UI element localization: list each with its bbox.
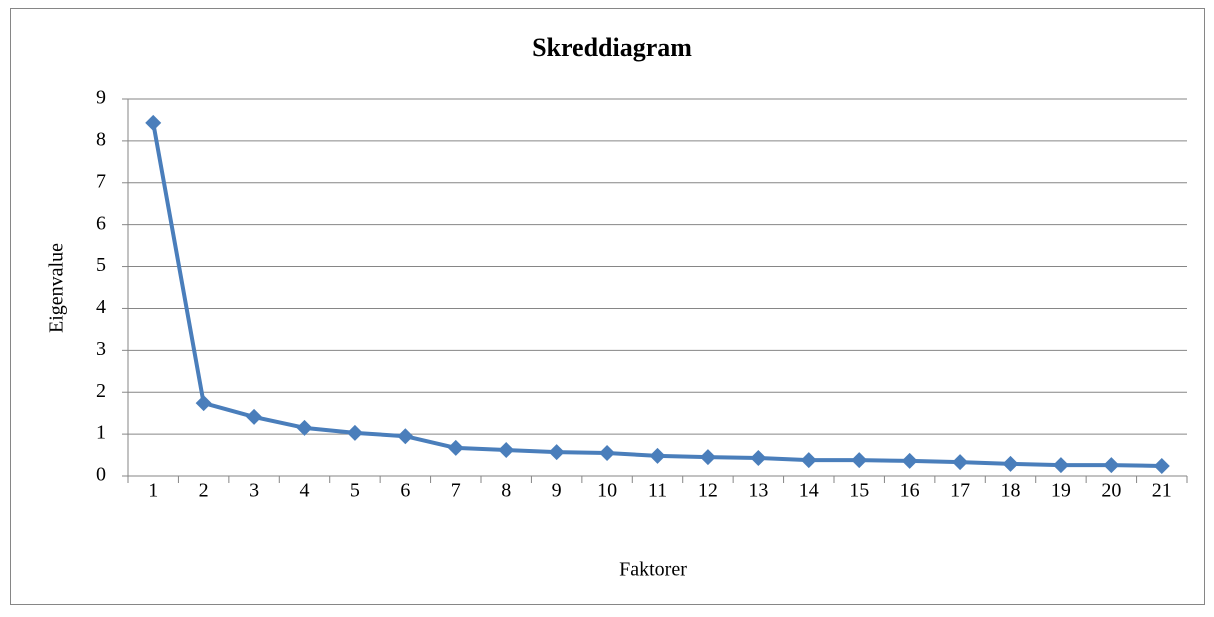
y-tick-label: 2 xyxy=(96,380,106,402)
marker xyxy=(145,114,162,131)
y-tick-label: 1 xyxy=(96,422,106,444)
x-tick-label: 21 xyxy=(1152,480,1172,502)
chart-border xyxy=(10,8,1205,605)
marker xyxy=(296,419,313,436)
x-tick-label: 15 xyxy=(849,480,869,502)
marker xyxy=(851,452,868,469)
x-tick-label: 20 xyxy=(1101,480,1121,502)
marker xyxy=(1052,457,1069,474)
x-tick-label: 19 xyxy=(1051,480,1071,502)
y-tick-label: 3 xyxy=(96,338,106,360)
x-tick-label: 10 xyxy=(597,480,617,502)
marker xyxy=(1002,455,1019,472)
x-tick-label: 8 xyxy=(501,480,511,502)
x-tick-label: 4 xyxy=(300,480,310,502)
marker xyxy=(699,449,716,466)
x-tick-label: 12 xyxy=(698,480,718,502)
x-tick-label: 1 xyxy=(148,480,158,502)
x-tick-label: 6 xyxy=(400,480,410,502)
x-tick-label: 3 xyxy=(249,480,259,502)
x-tick-label: 17 xyxy=(950,480,970,502)
marker xyxy=(1103,457,1120,474)
y-tick-label: 8 xyxy=(96,128,106,150)
marker xyxy=(649,447,666,464)
marker xyxy=(901,452,918,469)
y-tick-label: 5 xyxy=(96,254,106,276)
marker xyxy=(548,444,565,461)
x-tick-label: 7 xyxy=(451,480,461,502)
marker xyxy=(195,395,212,412)
chart-title: Skreddiagram xyxy=(532,33,692,62)
y-tick-label: 6 xyxy=(96,212,106,234)
y-tick-label: 0 xyxy=(96,464,106,486)
y-tick-label: 9 xyxy=(96,87,106,109)
x-tick-label: 9 xyxy=(552,480,562,502)
marker xyxy=(750,449,767,466)
y-tick-label: 4 xyxy=(96,296,106,318)
x-tick-label: 14 xyxy=(799,480,819,502)
x-tick-label: 18 xyxy=(1001,480,1021,502)
y-axis-label: Eigenvalue xyxy=(46,243,68,333)
marker xyxy=(246,408,263,425)
x-tick-label: 16 xyxy=(900,480,920,502)
x-tick-label: 2 xyxy=(199,480,209,502)
marker xyxy=(346,424,363,441)
x-tick-label: 5 xyxy=(350,480,360,502)
x-axis-label: Faktorer xyxy=(619,559,687,581)
marker xyxy=(599,444,616,461)
marker xyxy=(952,454,969,471)
marker xyxy=(800,452,817,469)
marker xyxy=(447,439,464,456)
marker xyxy=(498,442,515,459)
marker xyxy=(1153,457,1170,474)
y-tick-label: 7 xyxy=(96,170,106,192)
x-tick-label: 13 xyxy=(748,480,768,502)
x-tick-label: 11 xyxy=(648,480,667,502)
marker xyxy=(397,428,414,445)
